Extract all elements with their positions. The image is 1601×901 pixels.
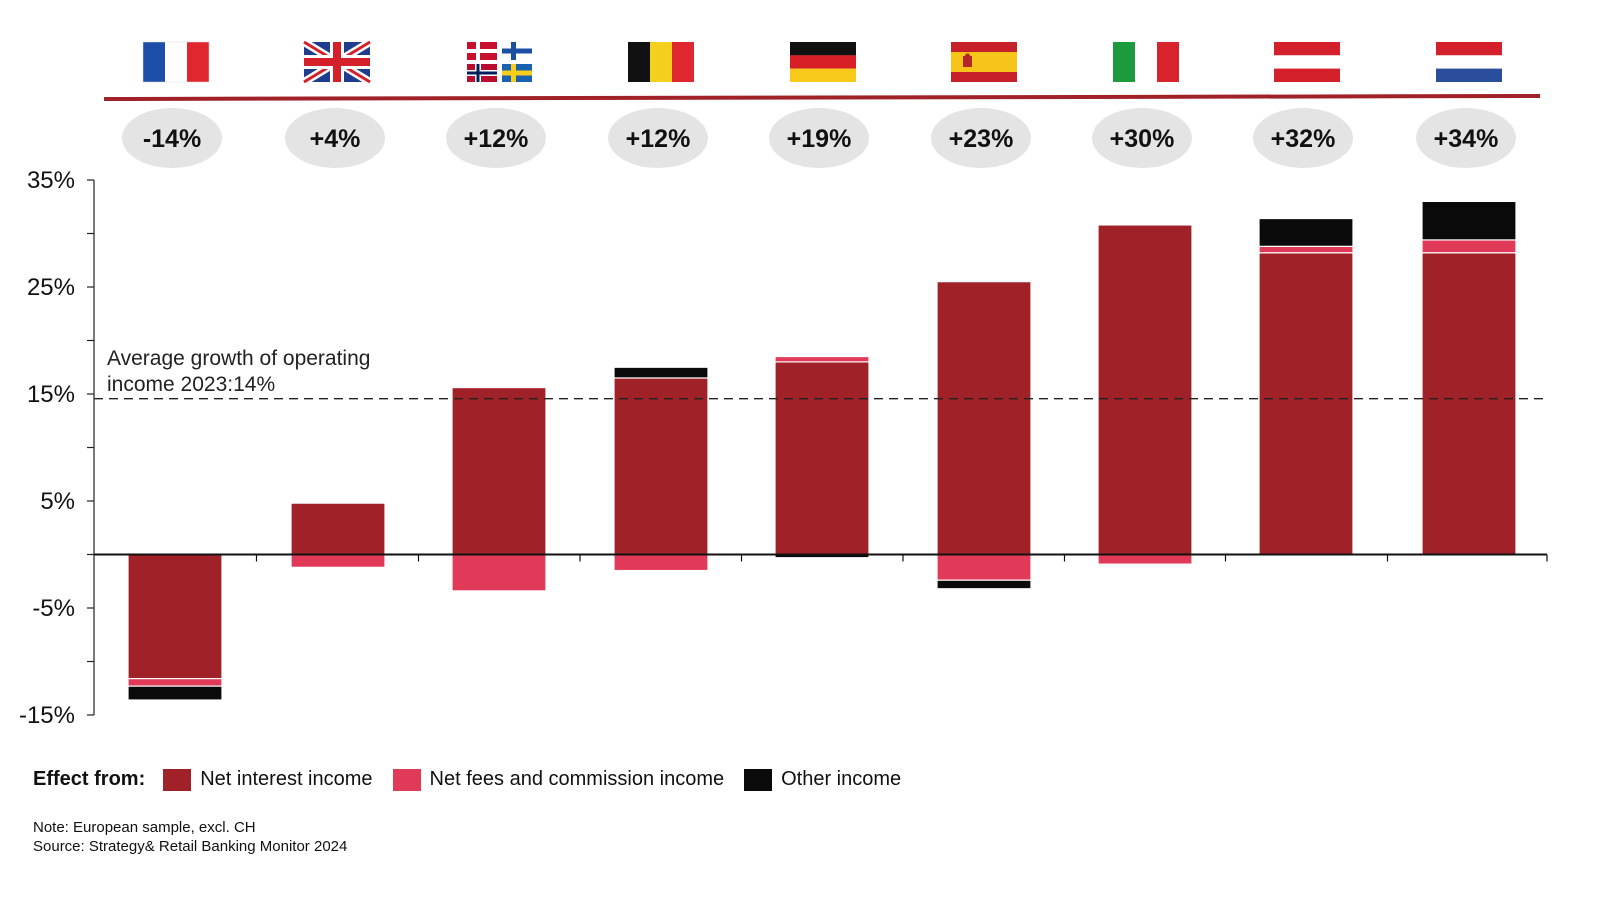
belgium-flag-icon [628, 42, 694, 82]
growth-pill-label: +34% [1434, 125, 1499, 153]
y-axis: -15% -5% 5% 15% 25% 35% [19, 167, 95, 729]
bar-net-fees [1258, 245, 1354, 254]
bar-net-interest [936, 281, 1032, 556]
legend-label-other-income: Other income [781, 768, 902, 790]
bar-other-income [936, 579, 1032, 590]
average-line-group: Average growth of operating income 2023:1… [94, 347, 1547, 400]
bar-net-fees [451, 553, 547, 592]
average-label-line1: Average growth of operating [107, 347, 370, 370]
notes: Note: European sample, excl. CH Source: … [33, 818, 347, 856]
growth-pill-label: +4% [310, 125, 361, 153]
nordic-flags-icon [467, 42, 532, 82]
bar-net-fees [1421, 239, 1517, 254]
france-flag-icon [142, 41, 210, 83]
average-label-line2: income 2023:14% [107, 373, 275, 396]
legend-item-other-income: Other income [744, 768, 901, 791]
note-text: Note: European sample, excl. CH [33, 819, 256, 836]
bar-other-income [1258, 217, 1354, 247]
growth-pill-label: +12% [626, 125, 691, 153]
growth-pill [1253, 108, 1353, 168]
austria-flag-icon [1274, 42, 1340, 82]
header-red-line [103, 94, 1541, 101]
growth-pill-label: +12% [464, 125, 529, 153]
bar-net-fees [936, 553, 1032, 581]
y-tick-label: -5% [32, 595, 75, 622]
growth-pill [122, 108, 222, 168]
bar-other-income [1421, 200, 1517, 241]
uk-flag-icon [301, 38, 373, 86]
bar-net-fees [127, 678, 223, 687]
legend-item-net-interest: Net interest income [163, 768, 373, 791]
legend-label-net-fees: Net fees and commission income [429, 768, 725, 790]
growth-pill-label: -14% [143, 125, 201, 153]
netherlands-flag-icon [1436, 42, 1502, 82]
bars [127, 200, 1517, 701]
bar-other-income [127, 685, 223, 701]
legend-title: Effect from: [33, 768, 146, 790]
growth-pills: -14% +4% +12% +12% +19% +23% +30% +32% +34% [122, 108, 1516, 168]
bar-net-interest [613, 377, 709, 556]
legend-swatch-other-income [744, 768, 773, 791]
legend: Effect from: Net interest income Net fee… [33, 768, 921, 791]
legend-swatch-net-fees [392, 768, 421, 791]
legend-item-net-fees: Net fees and commission income [392, 768, 725, 791]
growth-pill [608, 108, 708, 168]
growth-pill [1092, 108, 1192, 168]
legend-label-net-interest: Net interest income [200, 768, 373, 790]
bar-other-income [613, 366, 709, 379]
bar-net-fees [1097, 553, 1193, 565]
bar-net-interest [1097, 224, 1193, 556]
y-tick-label: 25% [27, 274, 75, 301]
x-axis [94, 553, 1548, 562]
bar-net-fees [613, 553, 709, 572]
italy-flag-icon [1113, 42, 1179, 82]
growth-pill [1416, 108, 1516, 168]
growth-pill-label: +23% [949, 125, 1014, 153]
growth-pill [931, 108, 1031, 168]
y-tick-label: -15% [19, 702, 75, 729]
bar-net-fees [290, 553, 386, 568]
germany-flag-icon [790, 42, 856, 82]
growth-pill [446, 108, 546, 168]
bar-net-fees [774, 355, 870, 363]
y-tick-label: 15% [27, 381, 75, 408]
source-text: Source: Strategy& Retail Banking Monitor… [33, 838, 348, 855]
bar-net-interest [127, 553, 223, 680]
bar-net-interest [1421, 252, 1517, 556]
growth-pill-label: +32% [1271, 125, 1336, 153]
legend-swatch-net-interest [163, 768, 192, 791]
bar-net-interest [1258, 252, 1354, 556]
bar-net-interest [290, 502, 386, 556]
y-tick-label: 5% [40, 488, 75, 515]
y-tick-label: 35% [27, 167, 75, 194]
growth-pill [769, 108, 869, 168]
bar-net-interest [451, 386, 547, 556]
growth-pill-label: +30% [1110, 125, 1175, 153]
growth-pill [285, 108, 385, 168]
growth-pill-label: +19% [787, 125, 852, 153]
bar-net-interest [774, 361, 870, 556]
spain-flag-icon [951, 42, 1017, 82]
